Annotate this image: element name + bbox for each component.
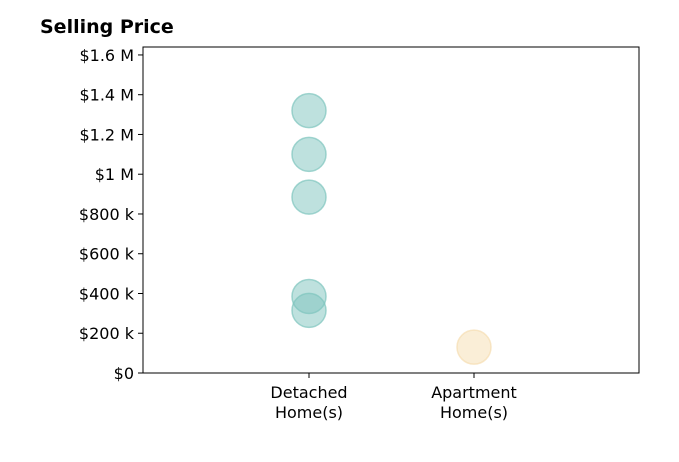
y-tick-label: $400 k [79,284,135,303]
chart-title: Selling Price [40,16,174,38]
data-point [291,136,327,173]
data-point [291,292,327,329]
plot-frame [142,46,640,374]
y-axis: $0 $200 k $400 k $600 k $800 k $1 M $1.2 M $1.4… [79,46,143,383]
y-tick-label: $0 [114,364,134,383]
y-tick-label: $1 M [95,165,134,184]
data-point [291,92,327,129]
y-tick-label: $1.2 M [79,125,134,144]
y-tick-label: $200 k [79,324,135,343]
data-point [456,329,492,365]
y-tick-label: $1.6 M [79,46,134,65]
data-point [291,179,327,215]
y-tick-label: $800 k [79,205,135,224]
x-tick-label: Detached Home(s) [270,383,347,422]
y-tick-label: $1.4 M [79,86,134,105]
data-points [291,92,492,365]
x-axis: Detached Home(s) Apartment Home(s) [270,373,517,422]
x-tick-label: Apartment Home(s) [431,383,517,422]
y-tick-label: $600 k [79,245,135,264]
